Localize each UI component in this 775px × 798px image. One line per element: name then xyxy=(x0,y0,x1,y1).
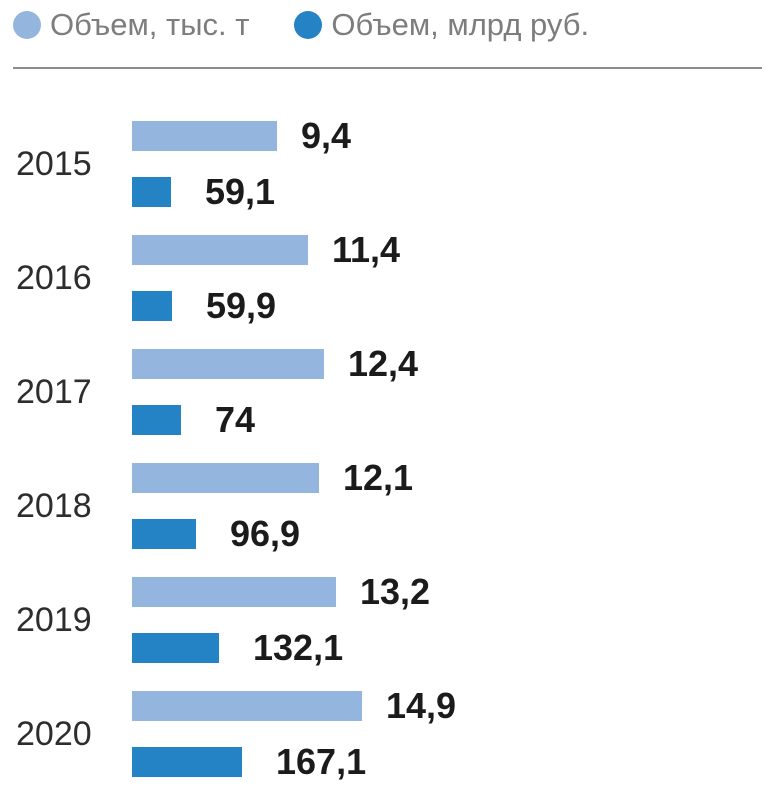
bar-pair: 12,4 74 xyxy=(132,343,775,440)
bar-pair: 14,9 167,1 xyxy=(132,685,775,782)
year-label: 2019 xyxy=(16,600,92,639)
year-group: 2015 9,4 59,1 xyxy=(0,115,775,212)
bar-row-tons: 12,4 xyxy=(132,343,775,384)
bar-pair: 13,2 132,1 xyxy=(132,571,775,668)
bar-rub xyxy=(132,519,196,549)
bar-rub xyxy=(132,405,181,435)
bar-rub xyxy=(132,633,219,663)
bar-row-tons: 11,4 xyxy=(132,229,775,270)
value-label: 74 xyxy=(215,399,256,440)
bar-rub xyxy=(132,177,171,207)
legend-dot-rub-icon xyxy=(294,11,323,39)
legend-dot-tons-icon xyxy=(13,11,41,39)
bar-row-rub: 59,1 xyxy=(132,171,775,212)
bar-row-tons: 13,2 xyxy=(132,571,775,612)
divider-line xyxy=(13,67,762,69)
bar-tons xyxy=(132,463,319,493)
value-label: 11,4 xyxy=(332,229,401,270)
value-label: 132,1 xyxy=(253,627,344,668)
value-label: 167,1 xyxy=(276,741,367,782)
bar-row-rub: 96,9 xyxy=(132,513,775,554)
year-label: 2020 xyxy=(16,714,92,753)
bar-row-tons: 12,1 xyxy=(132,457,775,498)
bar-row-rub: 132,1 xyxy=(132,627,775,668)
bar-pair: 11,4 59,9 xyxy=(132,229,775,326)
legend-label-tons: Объем, тыс. т xyxy=(50,7,250,42)
legend-label-rub: Объем, млрд руб. xyxy=(331,7,590,42)
bar-row-rub: 167,1 xyxy=(132,741,775,782)
bar-tons xyxy=(132,349,324,379)
bar-row-rub: 59,9 xyxy=(132,285,775,326)
bar-row-tons: 9,4 xyxy=(132,115,775,156)
year-group: 2017 12,4 74 xyxy=(0,343,775,440)
bar-rub xyxy=(132,747,242,777)
year-label: 2017 xyxy=(16,372,92,411)
year-group: 2019 13,2 132,1 xyxy=(0,571,775,668)
value-label: 9,4 xyxy=(301,115,352,156)
value-label: 14,9 xyxy=(386,685,457,726)
bar-tons xyxy=(132,121,277,151)
value-label: 12,4 xyxy=(348,343,419,384)
value-label: 12,1 xyxy=(343,457,414,498)
year-label: 2018 xyxy=(16,486,92,525)
year-group: 2018 12,1 96,9 xyxy=(0,457,775,554)
bar-tons xyxy=(132,577,336,607)
bar-tons xyxy=(132,235,308,265)
chart-page: Объем, тыс. т Объем, млрд руб. 2015 9,4 59… xyxy=(0,0,775,782)
value-label: 59,1 xyxy=(205,171,276,212)
bar-row-rub: 74 xyxy=(132,399,775,440)
year-group: 2020 14,9 167,1 xyxy=(0,685,775,782)
value-label: 13,2 xyxy=(360,571,431,612)
legend-item-volume-rub: Объем, млрд руб. xyxy=(294,7,590,42)
bar-chart: 2015 9,4 59,1 2016 11,4 59,9 2017 12,4 74 2018 12,… xyxy=(0,115,775,782)
year-group: 2016 11,4 59,9 xyxy=(0,229,775,326)
year-label: 2016 xyxy=(16,258,92,297)
bar-row-tons: 14,9 xyxy=(132,685,775,726)
bar-rub xyxy=(132,291,172,321)
chart-legend: Объем, тыс. т Объем, млрд руб. xyxy=(0,0,775,42)
bar-tons xyxy=(132,691,362,721)
value-label: 59,9 xyxy=(206,285,277,326)
bar-pair: 9,4 59,1 xyxy=(132,115,775,212)
bar-pair: 12,1 96,9 xyxy=(132,457,775,554)
legend-item-volume-tons: Объем, тыс. т xyxy=(13,7,250,42)
year-label: 2015 xyxy=(16,144,92,183)
value-label: 96,9 xyxy=(230,513,301,554)
